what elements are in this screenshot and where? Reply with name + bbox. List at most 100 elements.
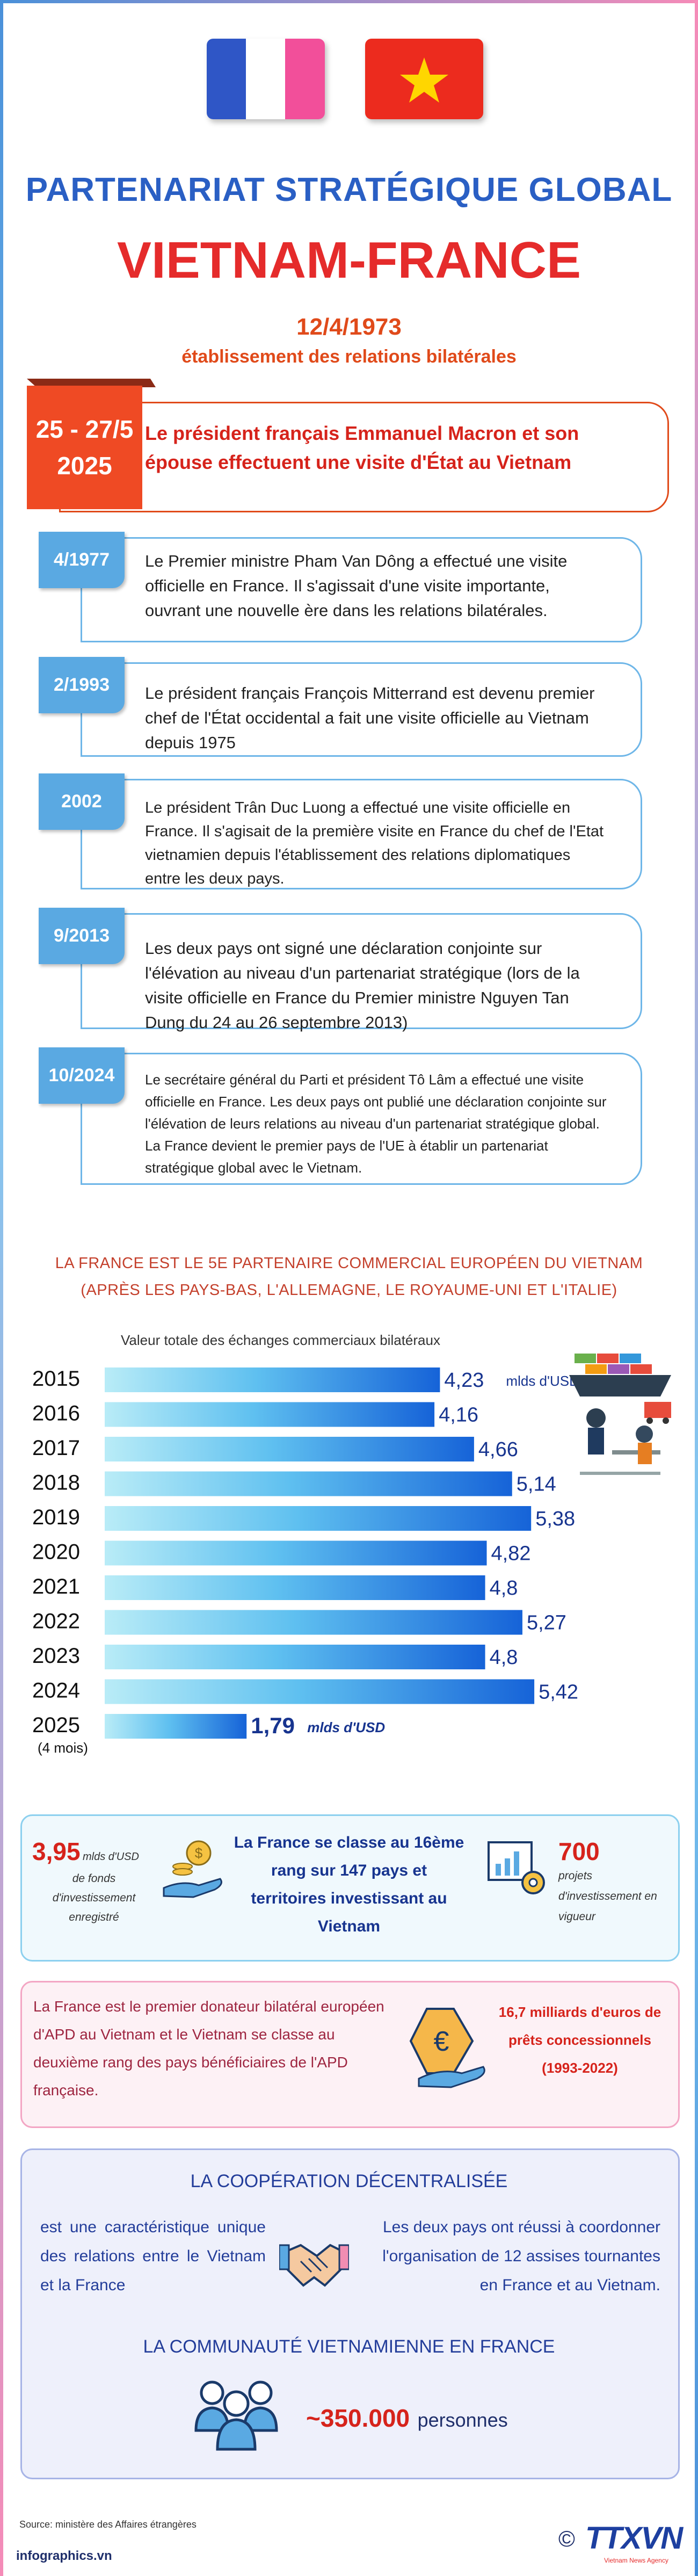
- chart-title: Valeur totale des échanges commerciaux b…: [121, 1332, 440, 1348]
- decentral-left-text: est une caractéristique unique des relat…: [40, 2218, 266, 2294]
- chart-value-label: 5,42: [539, 1681, 578, 1704]
- chart-bar: [105, 1506, 532, 1531]
- chart-category-note: (4 mois): [38, 1740, 88, 1756]
- right-border: [695, 0, 698, 2576]
- timeline-item: [81, 1053, 642, 1185]
- timeline-text: Le Premier ministre Pham Van Dông a effe…: [145, 552, 568, 620]
- svg-text:€: €: [434, 2026, 449, 2057]
- projects-value: 700: [558, 1837, 600, 1865]
- chart-value-label: 4,82: [491, 1543, 531, 1565]
- timeline-text: Le président français François Mitterran…: [145, 684, 595, 752]
- trade-illustration-icon: [569, 1354, 671, 1475]
- chart-category-label: 2016: [32, 1402, 80, 1426]
- top-border: [0, 0, 698, 3]
- trade-bar-chart: 2015 4,23 mlds d'USD 2016 4,16 2017 4,66 2018 5,…: [32, 1367, 579, 1756]
- projects-stat: 700 projets d'investissement en vigueur: [558, 1837, 666, 1927]
- highlight-date-range: 25 - 27/5: [35, 415, 134, 443]
- chart-category-label: 2024: [32, 1679, 80, 1703]
- timeline-date: 10/2024: [39, 1047, 125, 1104]
- logo-subtitle: Vietnam News Agency: [604, 2557, 668, 2564]
- timeline-text: Le secrétaire général du Parti et présid…: [145, 1072, 607, 1176]
- chart-value-label: 5,27: [527, 1612, 566, 1634]
- chart-value-label: 4,23: [444, 1369, 484, 1392]
- trade-caption: LA FRANCE EST LE 5E PARTENAIRE COMMERCIA…: [55, 1255, 643, 1272]
- people-group-icon: [194, 2380, 278, 2451]
- establishment-caption: établissement des relations bilatérales: [181, 346, 517, 367]
- chart-category-label: 2018: [32, 1471, 80, 1495]
- chart-value-label: 4,16: [439, 1404, 478, 1427]
- chart-bar: [105, 1402, 435, 1427]
- chart-category-label: 2019: [32, 1506, 80, 1529]
- chart-bar: [105, 1610, 522, 1635]
- timeline-text: Le président Trân Duc Luong a effectué u…: [145, 799, 604, 887]
- chart-category-label: 2017: [32, 1436, 80, 1460]
- timeline-date: 2/1993: [39, 657, 125, 713]
- chart-category-label: 2020: [32, 1540, 80, 1564]
- decentral-box: [20, 2148, 680, 2479]
- project-chart-gear-icon: [488, 1841, 545, 1894]
- community-title: LA COMMUNAUTÉ VIETNAMIENNE EN FRANCE: [143, 2336, 555, 2357]
- subtitle: PARTENARIAT STRATÉGIQUE GLOBAL: [25, 171, 673, 208]
- projects-caption: projets d'investissement en vigueur: [558, 1870, 657, 1923]
- establishment-date: 12/4/1973: [296, 314, 402, 340]
- copyright-symbol: ©: [558, 2526, 575, 2551]
- vietnam-flag-icon: [365, 39, 483, 119]
- apd-box: [20, 1981, 680, 2128]
- timeline-item: [81, 662, 642, 757]
- decentral-title: LA COOPÉRATION DÉCENTRALISÉE: [190, 2171, 508, 2191]
- chart-unit-label: mlds d'USD: [506, 1373, 579, 1389]
- chart-value-label: 5,38: [535, 1508, 575, 1530]
- community-unit: personnes: [417, 2409, 508, 2431]
- chart-value-label: 4,8: [490, 1577, 518, 1600]
- source-text: Source: ministère des Affaires étrangère…: [19, 2519, 197, 2530]
- highlight-fold: [27, 379, 156, 387]
- timeline-date: 2002: [39, 773, 125, 830]
- page-title: VIETNAM-FRANCE: [117, 231, 581, 289]
- timeline-item: [81, 779, 642, 889]
- chart-category-label: 2023: [32, 1644, 80, 1668]
- highlight-box: [59, 402, 669, 512]
- chart-unit-label: mlds d'USD: [307, 1719, 385, 1735]
- chart-bar: [105, 1540, 487, 1566]
- apd-loans: 16,7 milliards d'euros de prêts concessi…: [498, 2004, 661, 2076]
- capital-value: 3,95: [32, 1837, 81, 1865]
- apd-text: La France est le premier donateur bilaté…: [33, 1998, 384, 2099]
- ttxvn-logo: TTXVN: [585, 2521, 683, 2556]
- svg-text:$: $: [195, 1845, 203, 1861]
- chart-value-label: 5,14: [517, 1473, 556, 1496]
- capital-unit: mlds d'USD: [82, 1851, 139, 1863]
- chart-value-label: 1,79: [251, 1713, 295, 1738]
- france-flag-icon: [207, 39, 325, 119]
- chart-value-label: 4,8: [490, 1646, 518, 1669]
- site-link[interactable]: infographics.vn: [16, 2549, 112, 2563]
- chart-bar: [105, 1645, 485, 1669]
- chart-bar: [105, 1367, 440, 1392]
- highlight-text: Le président français Emmanuel Macron et…: [145, 422, 579, 473]
- chart-category-label: 2022: [32, 1610, 80, 1633]
- community-stat: ~350.000 personnes: [306, 2404, 508, 2433]
- decentral-right-text: Les deux pays ont réussi à coordonner l'…: [382, 2218, 660, 2294]
- timeline-item: [81, 537, 642, 642]
- trade-caption-sub: (APRÈS LES PAYS-BAS, L'ALLEMAGNE, LE ROY…: [81, 1282, 617, 1299]
- investment-box: [20, 1814, 680, 1962]
- chart-bar: [105, 1437, 474, 1461]
- chart-value-label: 4,66: [478, 1438, 518, 1461]
- chart-bar: [105, 1679, 535, 1704]
- chart-category-label: 2021: [32, 1575, 80, 1598]
- timeline-item: [81, 913, 642, 1029]
- chart-bar: [105, 1471, 512, 1496]
- chart-bar: [105, 1575, 485, 1600]
- euro-hand-icon: €: [409, 2008, 485, 2088]
- left-border: [0, 0, 3, 2576]
- timeline-date: 9/2013: [39, 908, 125, 964]
- capital-caption: de fonds d'investissement enregistré: [52, 1872, 136, 1923]
- timeline-text: Les deux pays ont signé une déclaration …: [145, 939, 580, 1032]
- chart-category-label: 2025: [32, 1713, 80, 1737]
- handshake-icon: [279, 2244, 349, 2287]
- capital-stat: 3,95 mlds d'USD de fonds d'investissemen…: [32, 1837, 156, 1927]
- highlight-year: 2025: [57, 452, 112, 480]
- chart-category-label: 2015: [32, 1367, 80, 1391]
- money-hand-icon: $: [163, 1840, 222, 1898]
- chart-bar: [105, 1714, 247, 1739]
- timeline-date: 4/1977: [39, 532, 125, 588]
